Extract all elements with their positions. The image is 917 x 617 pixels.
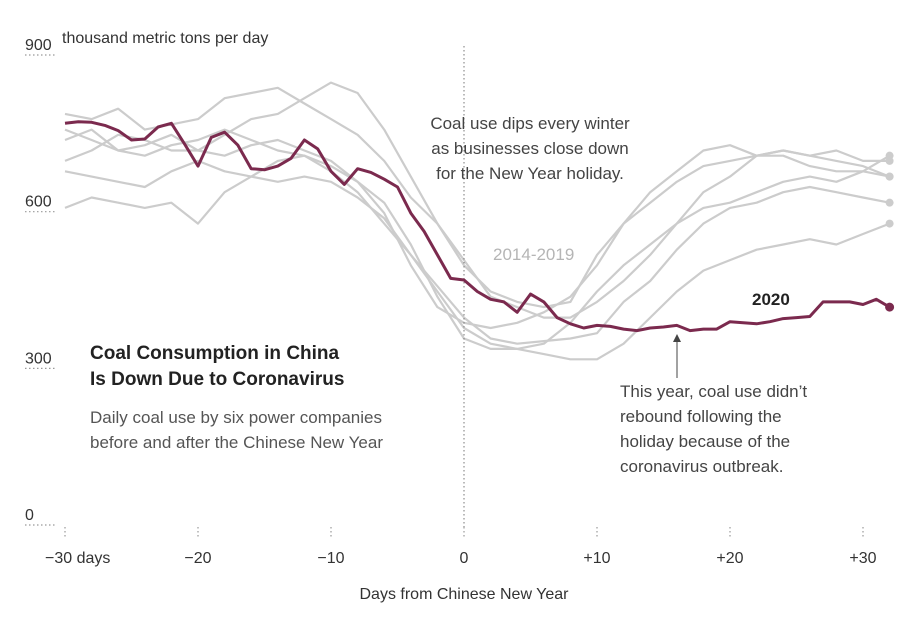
y-tick-label-600: 600 <box>25 194 52 211</box>
y-tick-label-900: 900 <box>25 37 52 54</box>
winter-dip-line-3: for the New Year holiday. <box>436 164 624 183</box>
background-series-end-dot-4 <box>885 219 894 228</box>
x-tick-label--30: −30 days <box>45 550 110 567</box>
background-series-line-5 <box>64 154 890 350</box>
series-line-2020 <box>64 120 891 333</box>
background-series-line-4 <box>64 159 891 361</box>
rebound-line-2: rebound following the <box>620 407 782 426</box>
series-end-dot-2020 <box>885 302 895 312</box>
background-series-line-2 <box>64 81 891 319</box>
winter-dip-annotation: Coal use dips every winter as businesses… <box>430 114 630 183</box>
rebound-annotation-pointer <box>673 334 681 378</box>
winter-dip-line-2: as businesses close down <box>431 139 629 158</box>
rebound-line-1: This year, coal use didn’t <box>620 382 807 401</box>
y-axis-ticks: 0 300 600 900 <box>25 37 57 526</box>
rebound-line-3: holiday because of the <box>620 432 790 451</box>
x-tick-label-20: +20 <box>716 550 743 567</box>
winter-dip-line-1: Coal use dips every winter <box>430 114 630 133</box>
highlight-series-label: 2020 <box>752 290 790 309</box>
x-tick-label-30: +30 <box>849 550 876 567</box>
background-series-end-dot-3 <box>885 198 894 207</box>
background-series-line-6 <box>64 128 890 330</box>
x-tick-label-0: 0 <box>460 550 469 567</box>
x-axis-title: Days from Chinese New Year <box>360 586 570 603</box>
rebound-annotation: This year, coal use didn’t rebound follo… <box>620 382 807 476</box>
background-series-end-dot-5 <box>885 172 894 181</box>
highlight-series-group <box>64 120 895 333</box>
background-series-line-3 <box>64 128 890 345</box>
chart-title-line-1: Coal Consumption in China <box>90 343 340 364</box>
x-tick-label-10: +10 <box>583 550 610 567</box>
chart-title: Coal Consumption in China Is Down Due to… <box>90 341 470 393</box>
chart-subtitle: Daily coal use by six power companies be… <box>90 405 470 455</box>
x-axis-ticks: −30 days −20 −10 0 +10 +20 +30 <box>45 527 877 567</box>
background-series-group <box>64 81 894 361</box>
chart-subtitle-line-1: Daily coal use by six power companies <box>90 408 382 427</box>
y-tick-label-0: 0 <box>25 507 34 524</box>
chart-subtitle-line-2: before and after the Chinese New Year <box>90 433 383 452</box>
y-tick-label-300: 300 <box>25 350 52 367</box>
x-tick-label--10: −10 <box>317 550 344 567</box>
chart-title-line-2: Is Down Due to Coronavirus <box>90 369 345 390</box>
background-series-end-dot-6 <box>885 156 894 165</box>
background-series-label: 2014-2019 <box>493 245 574 264</box>
x-tick-label--20: −20 <box>184 550 211 567</box>
y-unit-label: thousand metric tons per day <box>62 30 268 47</box>
rebound-line-4: coronavirus outbreak. <box>620 457 783 476</box>
